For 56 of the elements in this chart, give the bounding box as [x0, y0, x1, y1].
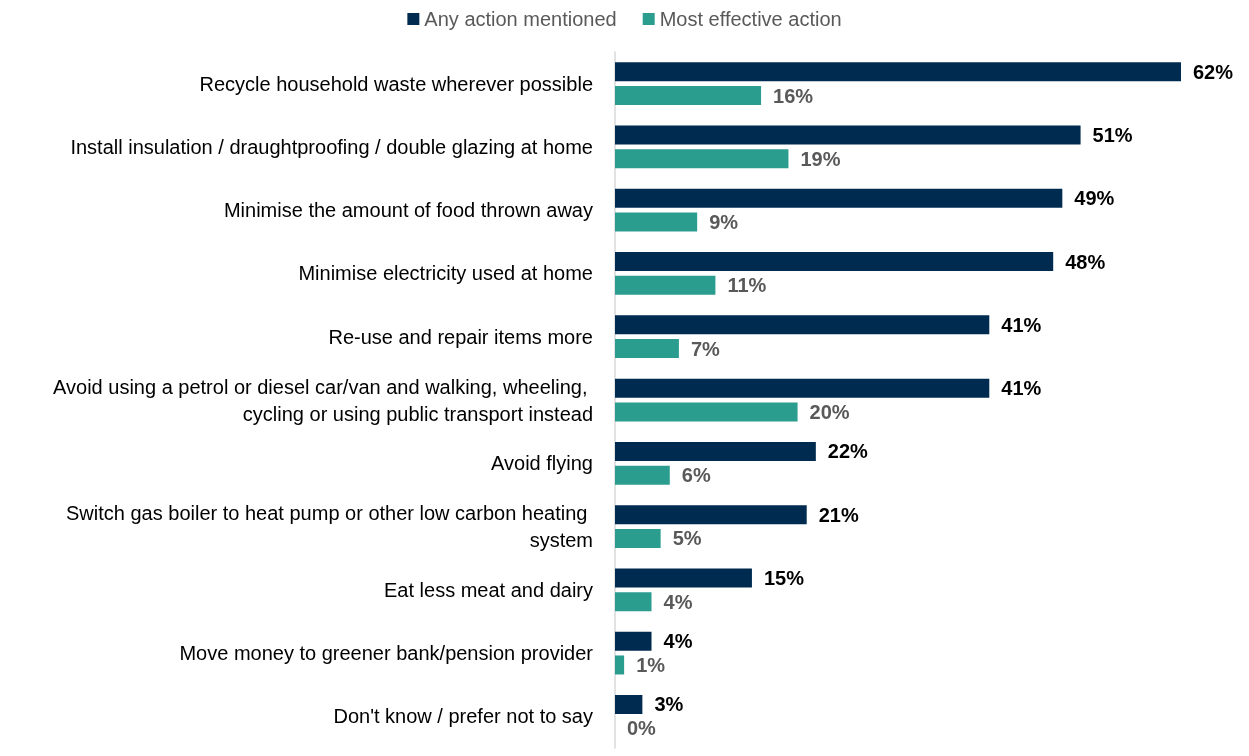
bar	[615, 315, 990, 335]
y-tick-label: Don't know / prefer not to say	[333, 705, 593, 728]
bar	[615, 86, 762, 106]
data-label: 19%	[800, 147, 841, 170]
legend-label: Any action mentioned	[424, 8, 617, 30]
y-tick-label: Eat less meat and dairy	[384, 578, 593, 601]
bar	[615, 694, 643, 714]
bar	[615, 402, 798, 422]
data-label: 5%	[672, 527, 702, 550]
y-tick-label: Avoid flying	[491, 452, 593, 475]
bar	[615, 505, 807, 525]
bar	[615, 62, 1181, 82]
y-tick-label: Re-use and repair items more	[328, 325, 593, 348]
y-tick-label: Minimise the amount of food thrown away	[223, 199, 593, 222]
data-label: 22%	[827, 440, 869, 463]
legend-label: Most effective action	[659, 8, 842, 30]
data-label: 11%	[727, 274, 767, 297]
bar	[615, 212, 698, 232]
data-label: 1%	[636, 653, 666, 676]
data-label: 49%	[1074, 187, 1115, 210]
bar	[615, 441, 816, 461]
y-tick-label: Install insulation / draughtproofing / double glazing at home	[70, 135, 593, 158]
data-label: 4%	[663, 630, 693, 653]
data-label: 7%	[690, 337, 721, 360]
y-tick-label: Move money to greener bank/pension provider	[179, 642, 594, 665]
data-label: 20%	[809, 400, 850, 423]
data-label: 41%	[1001, 313, 1042, 336]
bar	[615, 378, 990, 398]
data-label: 6%	[681, 464, 711, 487]
data-label: 15%	[763, 566, 805, 589]
bar	[615, 339, 679, 359]
bar	[615, 631, 652, 651]
data-label: 3%	[654, 693, 684, 716]
bar	[615, 149, 789, 169]
data-label: 0%	[627, 717, 657, 740]
data-label: 41%	[1001, 377, 1042, 400]
bar	[615, 592, 652, 612]
bar	[615, 275, 716, 295]
bar	[615, 465, 670, 485]
data-label: 51%	[1092, 124, 1133, 147]
y-tick-label: Switch gas boiler to heat pump or other low carbon heating system	[66, 502, 593, 552]
y-tick-label: Recycle household waste wherever possible	[199, 72, 593, 95]
bar	[615, 125, 1081, 145]
data-label: 21%	[818, 503, 859, 526]
bar	[615, 188, 1063, 208]
bar	[615, 568, 752, 588]
data-label: 9%	[709, 211, 739, 234]
y-tick-label: Minimise electricity used at home	[298, 262, 593, 285]
data-label: 62%	[1193, 60, 1234, 83]
data-label: 16%	[773, 84, 814, 107]
bar	[615, 655, 625, 675]
data-label: 48%	[1065, 250, 1106, 273]
data-label: 4%	[663, 590, 693, 613]
bar	[615, 252, 1054, 272]
y-tick-label: Avoid using a petrol or diesel car/van and walking, wheeling, cycling or using public transport instead	[53, 375, 593, 425]
bar	[615, 528, 661, 548]
